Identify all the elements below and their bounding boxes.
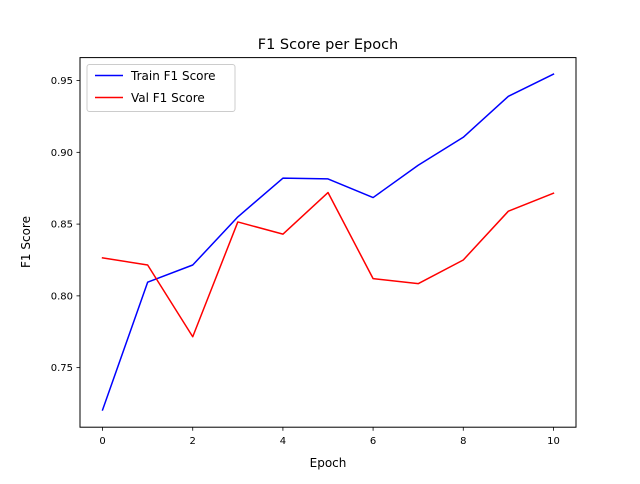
y-tick-label: 0.95 bbox=[51, 76, 73, 87]
y-tick-label: 0.75 bbox=[51, 363, 73, 374]
legend-label-train: Train F1 Score bbox=[130, 69, 216, 83]
y-tick-label: 0.80 bbox=[51, 291, 73, 302]
series-line-0 bbox=[101, 73, 555, 411]
series-line-1 bbox=[101, 191, 555, 338]
legend-label-val: Val F1 Score bbox=[131, 91, 205, 105]
chart-title: F1 Score per Epoch bbox=[258, 37, 399, 53]
axes-frame bbox=[79, 57, 577, 428]
legend: Train F1 Score Val F1 Score bbox=[86, 64, 236, 112]
x-tick-label: 6 bbox=[370, 436, 376, 447]
y-axis-label: F1 Score bbox=[19, 216, 33, 268]
x-tick-label: 10 bbox=[547, 436, 560, 447]
plot-area bbox=[79, 57, 577, 428]
y-axis-ticks: 0.75 0.80 0.85 0.90 0.95 bbox=[51, 76, 80, 374]
x-tick-label: 8 bbox=[460, 436, 466, 447]
legend-box bbox=[86, 64, 236, 112]
x-axis-ticks: 0 2 4 6 8 10 bbox=[99, 427, 560, 447]
x-tick-label: 4 bbox=[280, 436, 286, 447]
x-axis-label: Epoch bbox=[310, 456, 347, 470]
x-tick-label: 0 bbox=[99, 436, 105, 447]
y-tick-label: 0.90 bbox=[51, 148, 73, 159]
series-layer bbox=[101, 73, 555, 411]
y-tick-label: 0.85 bbox=[51, 220, 73, 231]
x-tick-label: 2 bbox=[190, 436, 196, 447]
